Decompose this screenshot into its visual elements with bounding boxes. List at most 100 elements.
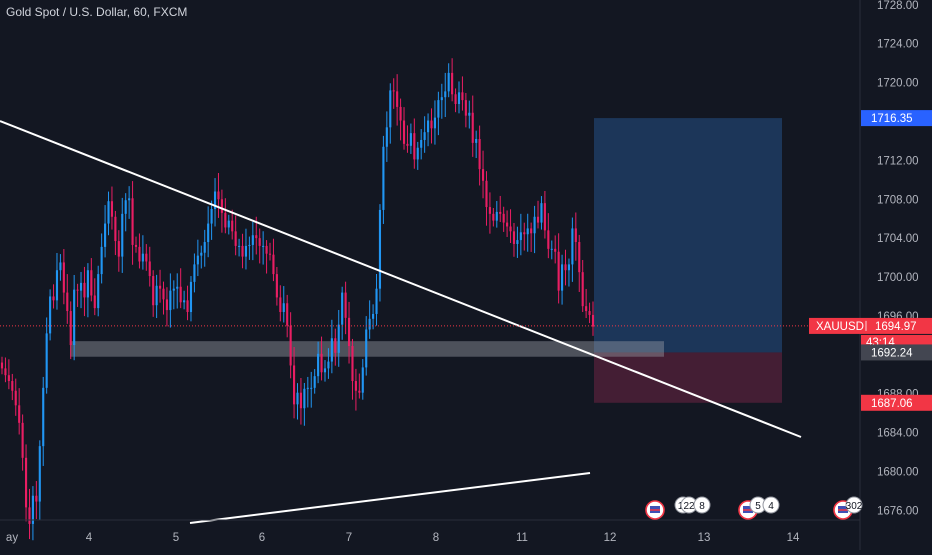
- position-target-zone[interactable]: [594, 118, 782, 353]
- candle-body: [351, 346, 354, 382]
- candle: [124, 193, 127, 232]
- stop-price-label-bg: [861, 394, 932, 411]
- candle-body: [310, 387, 313, 389]
- position-stop-zone[interactable]: [594, 352, 782, 403]
- candle: [38, 440, 41, 521]
- candle-body: [169, 290, 172, 311]
- candle: [447, 63, 450, 98]
- candle-body: [402, 120, 406, 144]
- candle-body: [564, 264, 567, 271]
- candle-body: [183, 300, 186, 303]
- candle: [200, 245, 203, 269]
- time-tick-label: 8: [433, 532, 439, 544]
- current-price-text: 1694.97: [875, 321, 917, 333]
- candle-body: [138, 246, 141, 262]
- candle-body: [217, 191, 220, 200]
- candle: [317, 341, 320, 384]
- candle: [396, 74, 399, 126]
- candle: [172, 280, 175, 310]
- candle-body: [224, 212, 227, 228]
- time-tick-label: 11: [516, 532, 528, 544]
- candle: [547, 213, 550, 259]
- candle: [502, 206, 505, 232]
- candle-body: [241, 245, 244, 257]
- candle: [468, 100, 471, 129]
- economic-event-badge[interactable]: 302: [833, 496, 863, 520]
- candle-body: [519, 232, 522, 241]
- candle-body: [238, 245, 241, 247]
- candle-body: [100, 246, 103, 275]
- candle: [49, 289, 52, 341]
- candle: [100, 233, 103, 284]
- candle: [365, 316, 368, 376]
- price-axis[interactable]: 1728.001724.001720.001716.001712.001708.…: [877, 0, 919, 517]
- trendline-ascending[interactable]: [189, 472, 591, 524]
- candle-body: [207, 223, 210, 243]
- candle-body: [585, 306, 588, 312]
- candle: [107, 191, 110, 236]
- price-tick-label: 1684.00: [877, 428, 919, 440]
- candle-body: [581, 272, 584, 307]
- candle-body: [145, 253, 148, 262]
- candle: [66, 274, 69, 324]
- candle: [499, 195, 502, 223]
- candle: [430, 108, 433, 144]
- candle-body: [4, 368, 7, 376]
- time-axis[interactable]: ay 4 5 6 7 8 11 12 13 14: [6, 532, 800, 544]
- candle: [567, 258, 571, 287]
- event-count-bubble: [762, 496, 780, 514]
- candle: [62, 249, 65, 305]
- candle: [509, 209, 512, 243]
- chart-title: Gold Spot / U.S. Dollar, 60, FXCM: [6, 5, 188, 19]
- candle: [488, 192, 491, 234]
- price-tick-label: 1708.00: [877, 194, 919, 206]
- candle: [152, 270, 155, 317]
- candle-body: [90, 270, 93, 296]
- candle-body: [268, 253, 272, 255]
- candle-body: [420, 139, 423, 148]
- candle-body: [42, 387, 45, 447]
- candle-body: [444, 91, 447, 98]
- current-symbol-text: XAUUSD: [816, 321, 864, 333]
- candle-body: [512, 231, 516, 244]
- candle-body: [533, 216, 536, 234]
- candle-body: [97, 274, 100, 309]
- candle-body: [45, 333, 48, 388]
- candle: [437, 91, 440, 136]
- candle-body: [31, 495, 34, 524]
- candle: [292, 347, 296, 419]
- candle-body: [200, 252, 203, 256]
- candle-body: [73, 289, 76, 346]
- candle-body: [341, 292, 344, 325]
- candle: [313, 369, 316, 394]
- stop-price-label-text: 1687.06: [871, 398, 913, 410]
- candle-body: [299, 392, 303, 409]
- candle: [519, 213, 522, 256]
- candle-body: [55, 270, 59, 301]
- candle-body: [389, 90, 392, 128]
- candle: [334, 328, 337, 366]
- candle-body: [148, 261, 151, 277]
- trendline-descending[interactable]: [0, 120, 802, 438]
- candle: [564, 249, 567, 286]
- event-badges[interactable]: 11228 54 302: [645, 496, 863, 520]
- candle-body: [248, 244, 251, 246]
- candle-body: [358, 390, 361, 393]
- candle: [478, 125, 481, 186]
- candle: [282, 286, 285, 323]
- candle: [471, 95, 474, 157]
- candle-body: [83, 282, 86, 298]
- candle-body: [69, 311, 72, 346]
- candle: [155, 274, 158, 319]
- price-pane[interactable]: [0, 58, 860, 541]
- candle-body: [262, 245, 265, 247]
- candle: [399, 98, 402, 141]
- candle-body: [189, 281, 193, 313]
- candle-body: [406, 143, 409, 146]
- candle: [372, 304, 375, 330]
- economic-event-badge[interactable]: 11228: [645, 496, 711, 520]
- candle: [475, 130, 478, 159]
- candle: [512, 222, 516, 257]
